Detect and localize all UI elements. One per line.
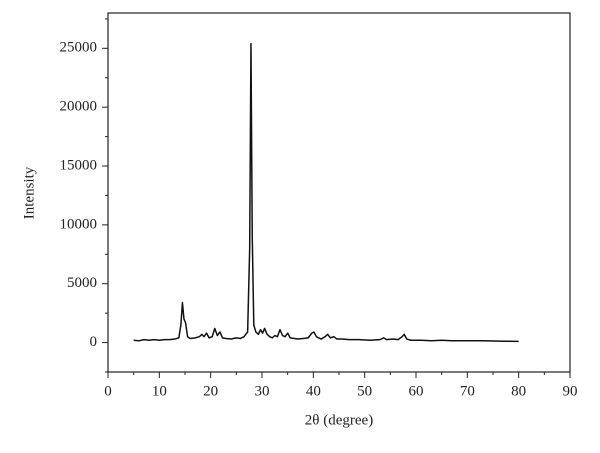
- y-tick-label: 25000: [60, 40, 98, 56]
- x-tick-label: 60: [409, 383, 424, 399]
- data-line: [133, 42, 519, 343]
- x-tick-label: 0: [104, 383, 112, 399]
- plot-frame: [107, 12, 571, 373]
- x-axis-label: 2θ (degree): [305, 412, 373, 428]
- x-tick-label: 50: [357, 383, 372, 399]
- y-tick-label: 15000: [60, 157, 98, 173]
- x-tick-label: 10: [152, 383, 167, 399]
- x-tick-label: 70: [460, 383, 475, 399]
- x-tick-label: 80: [511, 383, 526, 399]
- y-tick-label: 20000: [60, 99, 98, 115]
- x-tick-label: 20: [203, 383, 218, 399]
- x-tick-label: 40: [306, 383, 321, 399]
- y-axis-label: Intensity: [21, 166, 37, 219]
- y-tick-label: 5000: [67, 275, 97, 291]
- x-tick-label: 90: [563, 383, 578, 399]
- y-tick-label: 0: [90, 334, 98, 350]
- y-tick-label: 10000: [60, 216, 98, 232]
- x-tick-label: 30: [255, 383, 270, 399]
